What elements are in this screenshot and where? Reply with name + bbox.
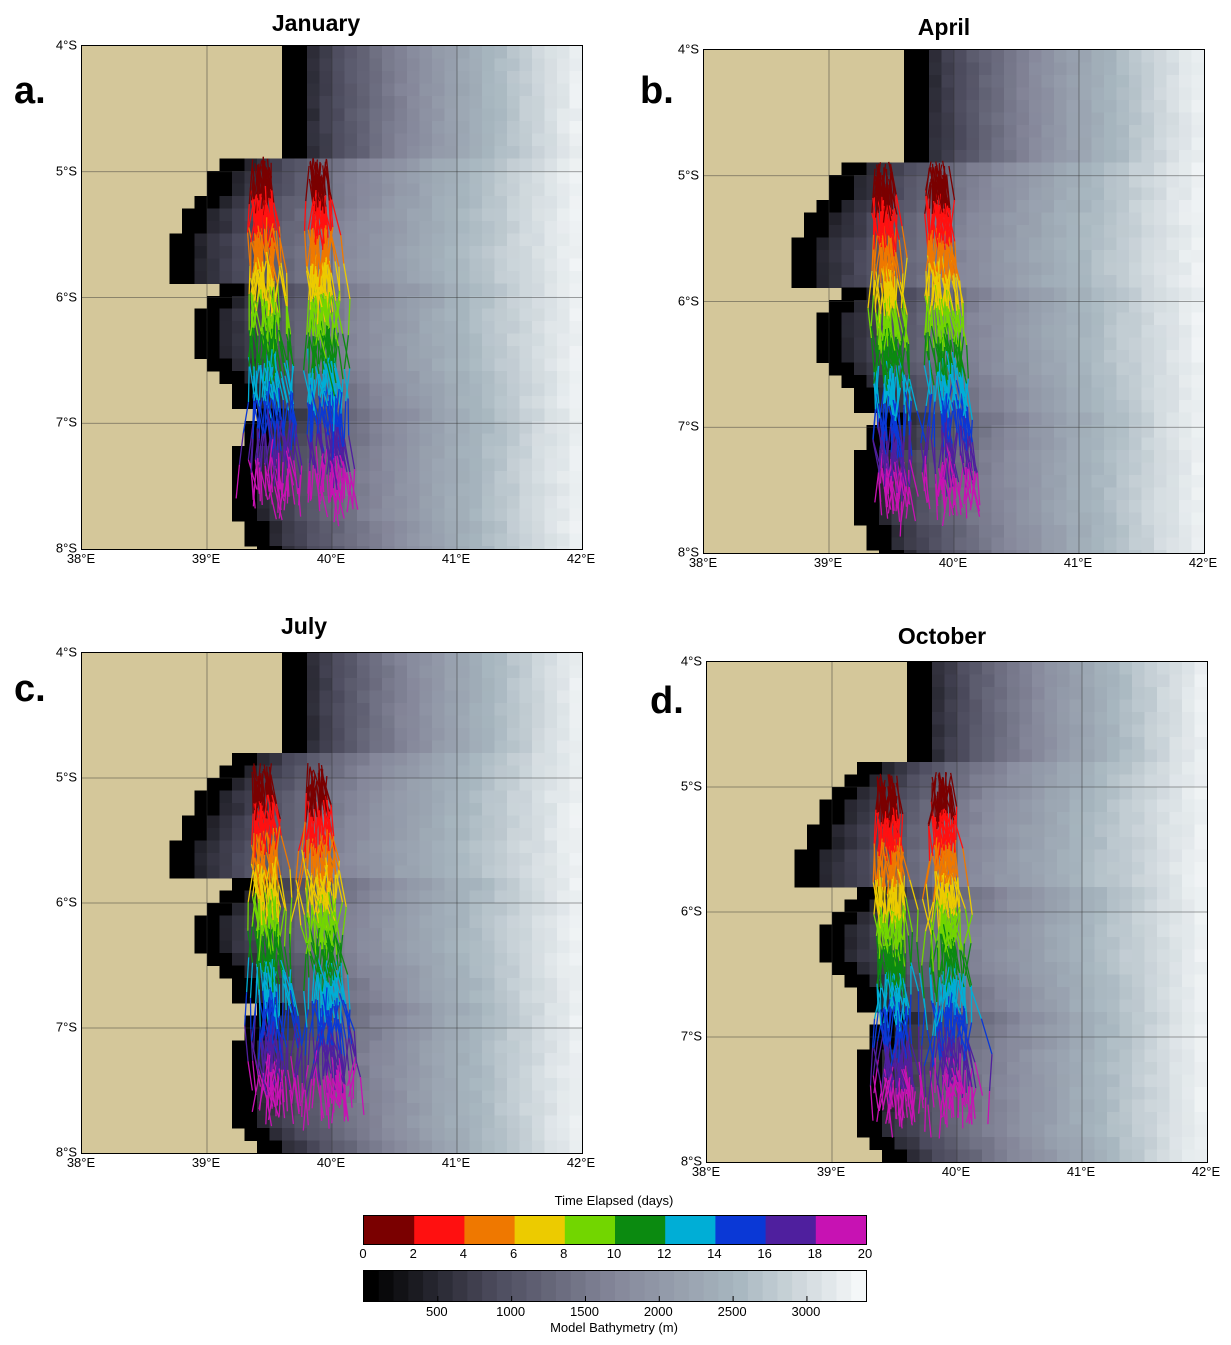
bathymetry-map <box>707 662 1207 1162</box>
map-area <box>703 49 1205 554</box>
lat-tick-label: 6°S <box>55 289 77 304</box>
bathymetry-map <box>82 46 582 549</box>
lon-tick-label: 41°E <box>441 1155 471 1170</box>
lon-tick-label: 40°E <box>316 1155 346 1170</box>
lon-tick-label: 39°E <box>813 555 843 570</box>
time-colorbar <box>363 1215 867 1245</box>
lat-tick-label: 4°S <box>677 41 699 57</box>
lon-tick-label: 38°E <box>691 1164 721 1179</box>
panel-title: October <box>897 623 987 649</box>
lon-tick-label: 42°E <box>566 1155 596 1170</box>
lat-tick-label: 8°S <box>55 1144 77 1160</box>
panel-letter: d. <box>650 680 684 722</box>
panel-letter: b. <box>640 70 674 112</box>
bathymetry-colorbar-tick: 1500 <box>570 1304 599 1319</box>
time-colorbar-title: Time Elapsed (days) <box>554 1193 674 1208</box>
lat-tick-label: 7°S <box>680 1028 702 1044</box>
lat-tick-label: 7°S <box>55 414 77 430</box>
lat-tick-label: 6°S <box>677 293 699 308</box>
lon-tick-label: 42°E <box>1191 1164 1221 1179</box>
particle-trajectories <box>867 160 981 537</box>
lon-tick-label: 41°E <box>1066 1164 1096 1179</box>
lon-tick-label: 41°E <box>441 551 471 566</box>
map-area <box>706 661 1208 1163</box>
lat-tick-label: 6°S <box>680 903 702 919</box>
time-colorbar-tick: 4 <box>459 1246 468 1261</box>
time-colorbar-tick: 14 <box>707 1246 722 1261</box>
time-colorbar-tick: 2 <box>409 1246 417 1261</box>
map-area <box>81 652 583 1154</box>
lon-tick-label: 39°E <box>816 1164 846 1179</box>
lat-tick-label: 5°S <box>680 778 702 794</box>
time-colorbar-segment <box>615 1216 666 1244</box>
lat-tick-label: 8°S <box>55 540 77 556</box>
lon-tick-label: 41°E <box>1063 555 1093 570</box>
particle-trajectories <box>235 156 359 527</box>
time-colorbar-segment <box>765 1216 817 1244</box>
panel-letter: c. <box>14 668 46 710</box>
lat-tick-label: 4°S <box>55 644 77 660</box>
lon-tick-label: 42°E <box>566 551 596 566</box>
lat-tick-label: 4°S <box>680 653 702 669</box>
lon-tick-label: 38°E <box>66 551 96 566</box>
lat-tick-label: 7°S <box>55 1019 77 1035</box>
time-colorbar-tick: 18 <box>807 1246 823 1261</box>
time-colorbar-tick: 12 <box>656 1246 672 1261</box>
bathymetry-colorbar-tick: 500 <box>425 1304 448 1319</box>
lat-tick-label: 4°S <box>55 37 77 53</box>
time-colorbar-tick: 6 <box>509 1246 518 1261</box>
time-colorbar-tick: 0 <box>359 1246 367 1261</box>
bathymetry-map <box>704 50 1204 553</box>
lon-tick-label: 38°E <box>688 555 718 570</box>
time-colorbar-segment <box>564 1216 616 1244</box>
lon-tick-label: 42°E <box>1188 555 1218 570</box>
bathymetry-colorbar <box>363 1270 867 1302</box>
time-colorbar-segment <box>815 1216 867 1244</box>
time-colorbar-segment <box>464 1216 516 1244</box>
ocean-cells <box>794 662 1207 1162</box>
lon-tick-label: 38°E <box>66 1155 96 1170</box>
bathymetry-colorbar-tick: 3000 <box>791 1304 821 1319</box>
lon-tick-label: 39°E <box>191 1155 221 1170</box>
time-colorbar-segment <box>414 1216 465 1244</box>
time-colorbar-tick: 8 <box>560 1246 568 1261</box>
time-colorbar-segment <box>364 1216 415 1244</box>
lat-tick-label: 8°S <box>677 544 699 560</box>
lat-tick-label: 5°S <box>677 167 699 183</box>
panel-title: January <box>271 10 361 36</box>
particle-trajectories <box>244 763 365 1131</box>
bathymetry-map <box>82 653 582 1153</box>
bathymetry-colorbar-tick: 1000 <box>496 1304 526 1319</box>
bathymetry-colorbar-title: Model Bathymetry (m) <box>550 1320 678 1335</box>
panel-letter: a. <box>14 70 46 112</box>
lat-tick-label: 5°S <box>55 163 77 179</box>
lon-tick-label: 40°E <box>941 1164 971 1179</box>
panel-title: April <box>917 14 971 40</box>
map-area <box>81 45 583 550</box>
lat-tick-label: 5°S <box>55 769 77 785</box>
lon-tick-label: 40°E <box>316 551 346 566</box>
bathymetry-colorbar-tick: 2000 <box>643 1304 673 1319</box>
lon-tick-label: 40°E <box>938 555 968 570</box>
lat-tick-label: 8°S <box>680 1153 702 1169</box>
bathymetry-colorbar-tick: 2500 <box>717 1304 747 1319</box>
time-colorbar-tick: 16 <box>757 1246 772 1261</box>
particle-trajectories <box>869 771 993 1139</box>
lat-tick-label: 6°S <box>55 894 77 910</box>
lat-tick-label: 7°S <box>677 418 699 434</box>
time-colorbar-segment <box>715 1216 767 1244</box>
panel-title: July <box>280 613 328 639</box>
time-colorbar-segment <box>665 1216 716 1244</box>
time-colorbar-tick: 20 <box>857 1246 873 1261</box>
time-colorbar-tick: 10 <box>606 1246 622 1261</box>
lon-tick-label: 39°E <box>191 551 221 566</box>
time-colorbar-segment <box>514 1216 566 1244</box>
